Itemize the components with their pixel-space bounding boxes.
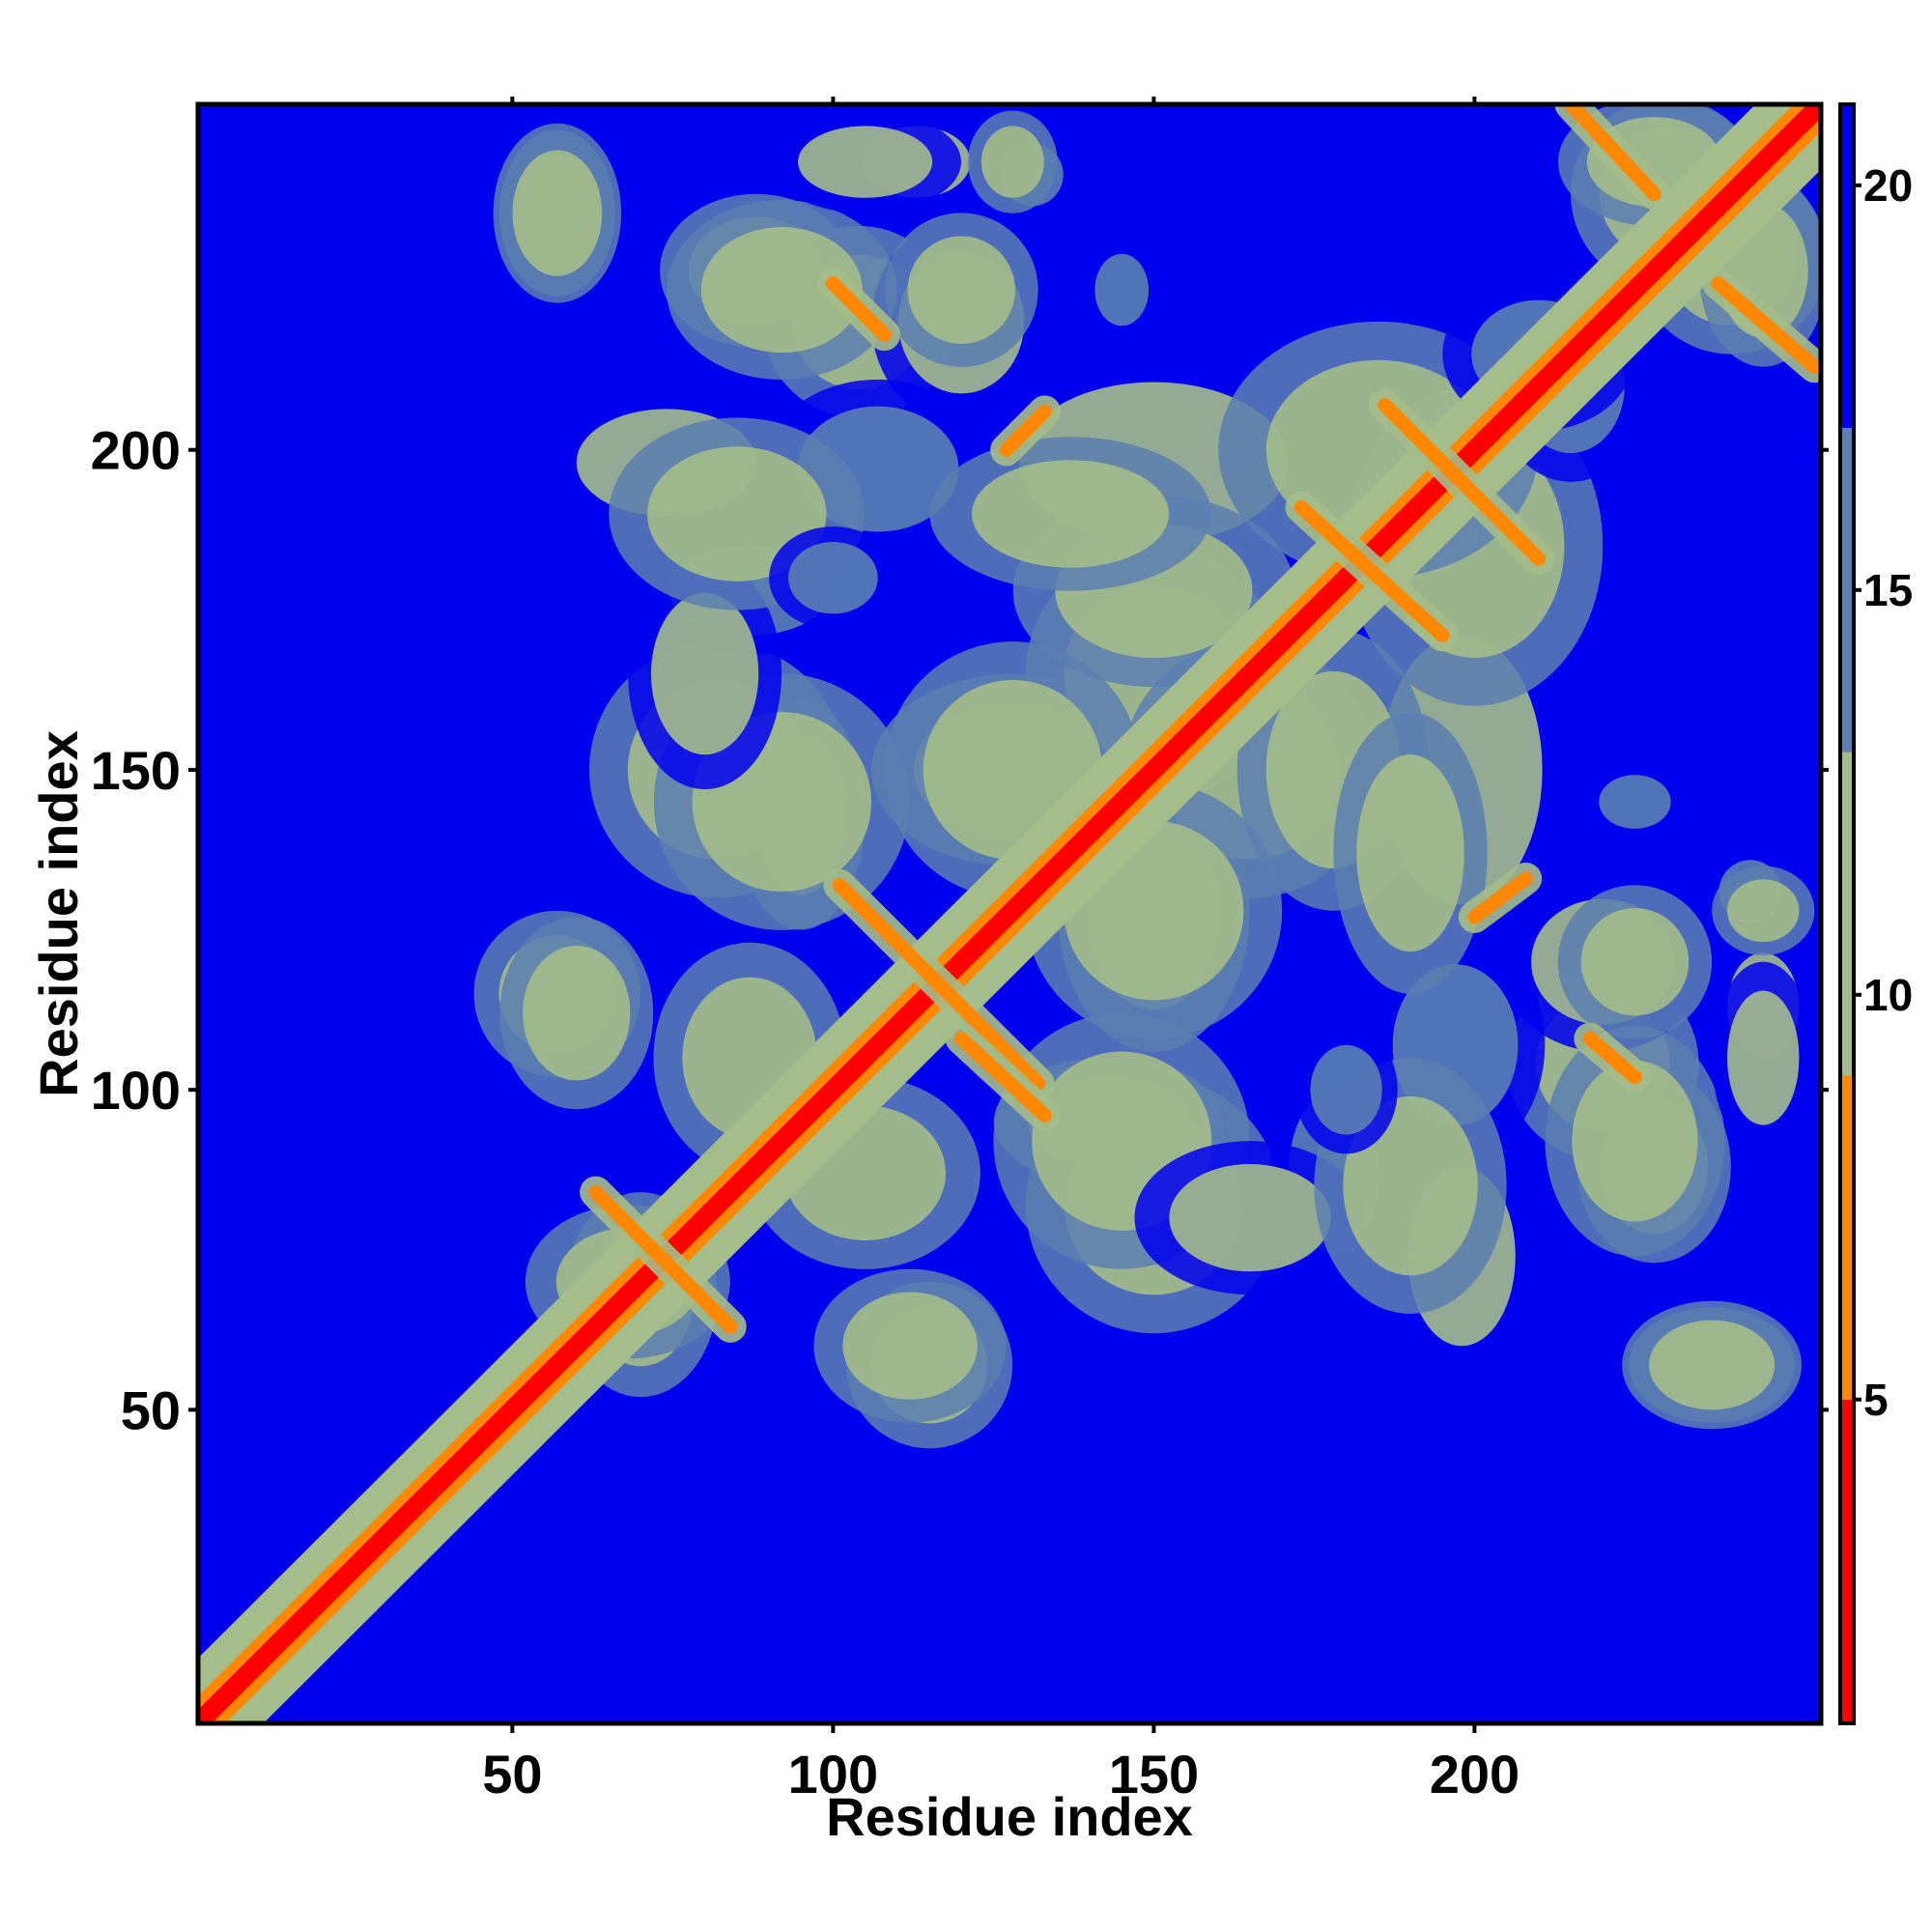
- x-tick-label: 200: [1430, 1744, 1520, 1804]
- contact-line: [1467, 871, 1533, 924]
- x-tick-label: 150: [1109, 1744, 1199, 1804]
- y-tick-label: 200: [91, 420, 181, 481]
- contact-line: [826, 276, 892, 342]
- contact-patch-mirror: [700, 227, 863, 354]
- axes: 50 100 150 200 50 100 150 200: [91, 97, 1829, 1804]
- contact-line: [999, 404, 1052, 458]
- y-tick-label: 150: [91, 740, 181, 801]
- y-tick-label: 100: [91, 1060, 181, 1121]
- contact-patch: [1572, 1060, 1698, 1222]
- contact-line: [1711, 276, 1821, 374]
- diagonal-core: [198, 104, 1821, 1723]
- contact-line: [832, 877, 1046, 1091]
- contact-patch-mirror: [1094, 253, 1150, 327]
- contact-patch-mirror: [650, 592, 759, 755]
- contact-line: [1582, 1031, 1642, 1085]
- contact-line: [953, 1031, 1052, 1122]
- colorbar: 5 10 15 20: [1838, 102, 1913, 1725]
- colorbar-scale: [1838, 102, 1856, 1725]
- colorbar-tick-label: 15: [1863, 565, 1913, 615]
- contact-patch: [1649, 1320, 1776, 1410]
- heatmap: [198, 104, 1821, 1723]
- contact-patch: [1169, 1164, 1331, 1272]
- contact-line: [1293, 500, 1450, 643]
- contact-patch: [1580, 908, 1690, 1016]
- contact-patch-mirror: [972, 460, 1170, 568]
- contact-patch: [1310, 1044, 1382, 1135]
- contact-patch-mirror: [980, 126, 1044, 198]
- contact-patch: [842, 1292, 978, 1400]
- colorbar-tick-label: 5: [1863, 1375, 1889, 1425]
- contact-patch-mirror: [798, 126, 933, 198]
- y-axis-title: Residue index: [28, 730, 89, 1097]
- x-axis-title: Residue index: [826, 1786, 1193, 1847]
- contact-line: [1563, 104, 1662, 202]
- contact-patch-mirror: [512, 150, 603, 276]
- contact-patch-mirror: [523, 945, 631, 1081]
- x-tick-label: 50: [482, 1744, 542, 1804]
- colorbar-tick-label: 10: [1863, 970, 1913, 1020]
- y-tick-label: 50: [121, 1379, 181, 1440]
- contact-patch: [1727, 879, 1800, 943]
- colorbar-tick-label: 20: [1863, 160, 1913, 211]
- plot-frame: [195, 101, 1824, 1726]
- contact-patch: [1727, 990, 1800, 1125]
- x-tick-label: 100: [788, 1744, 878, 1804]
- contact-patch: [1599, 775, 1671, 829]
- contact-patch: [1356, 754, 1464, 952]
- contact-line: [1378, 398, 1547, 566]
- contact-line: [588, 1184, 738, 1334]
- contact-patch-mirror: [788, 542, 878, 614]
- contact-patch-mirror: [907, 236, 1015, 344]
